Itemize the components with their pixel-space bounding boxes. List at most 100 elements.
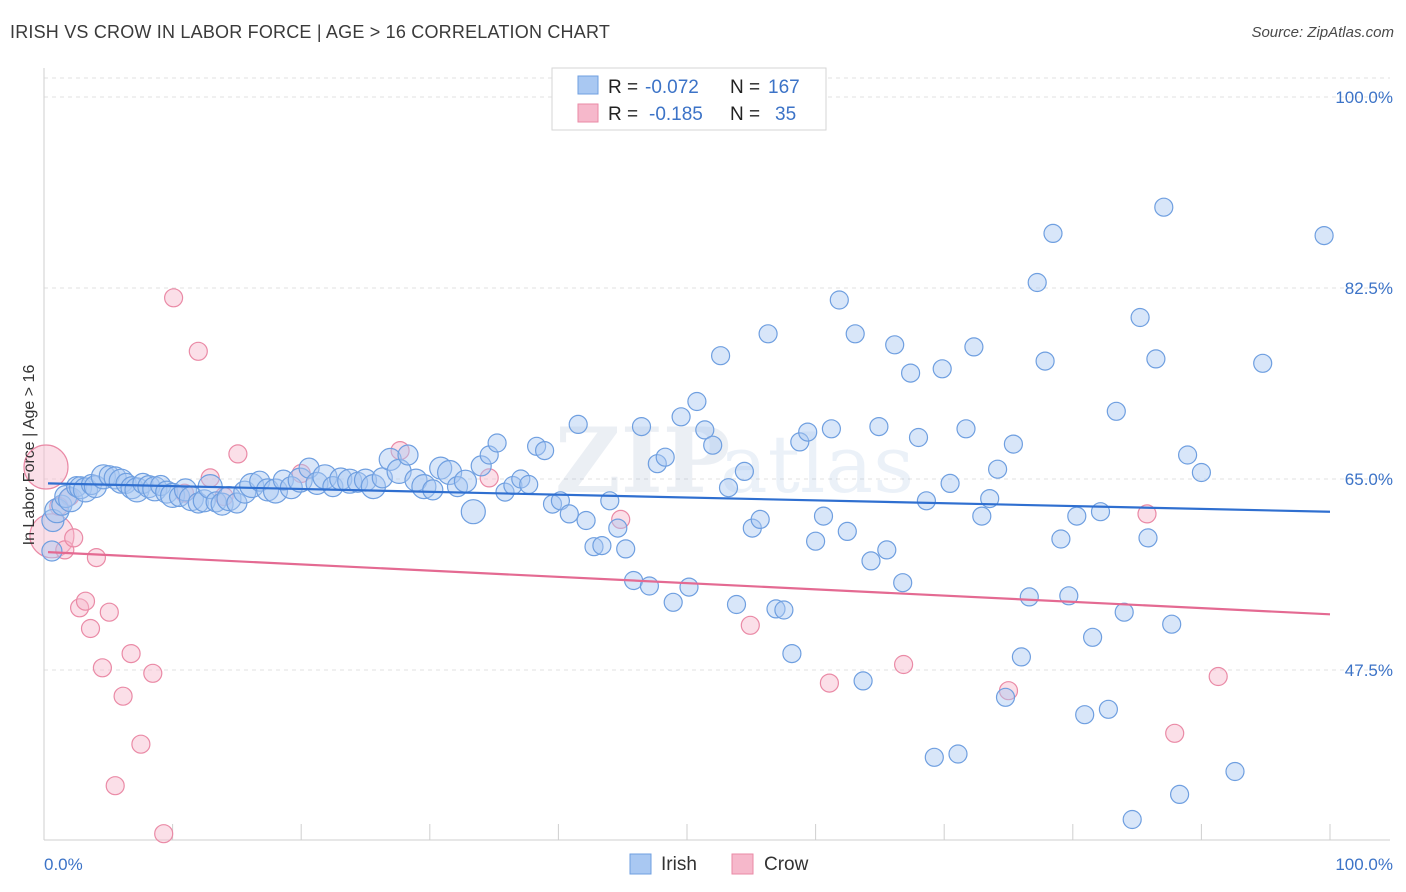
irish-point-23 <box>160 482 186 508</box>
irish-point-86 <box>655 447 675 467</box>
irish-point-155 <box>1253 353 1273 373</box>
y-tick-label-1: 65.0% <box>1345 470 1393 489</box>
irish-point-59 <box>437 459 463 486</box>
irish-point-99 <box>758 324 778 344</box>
irish-point-148 <box>1146 349 1166 369</box>
axes <box>43 68 1390 841</box>
irish-point-132 <box>1019 587 1039 607</box>
irish-point-145 <box>1122 809 1142 830</box>
crow-trend-line <box>47 551 1331 616</box>
series-legend: Irish Crow <box>629 853 809 875</box>
irish-point-110 <box>845 324 865 344</box>
crow-point-17 <box>154 824 174 844</box>
irish-point-89 <box>679 577 699 597</box>
crow-n-value: 35 <box>775 104 796 125</box>
irish-point-96 <box>734 461 755 481</box>
crow-point-32 <box>1137 504 1157 524</box>
irish-point-91 <box>695 420 715 440</box>
stats-legend: R = -0.072 N = 167 R = -0.185 N = 35 <box>551 67 827 131</box>
crow-point-23 <box>228 444 248 464</box>
irish-point-106 <box>813 506 834 526</box>
tick-labels: 47.5% 65.0% 82.5% 100.0% 0.0% 100.0% <box>44 88 1393 874</box>
trend-lines <box>47 482 1331 616</box>
irish-point-105 <box>805 531 826 551</box>
y-axis-label: In Labor Force | Age > 16 <box>21 365 38 546</box>
irish-point-76 <box>576 510 596 531</box>
irish-point-5 <box>58 487 84 513</box>
irish-point-139 <box>1075 705 1095 725</box>
irish-r-label: R = <box>608 77 638 98</box>
irish-point-88 <box>671 407 691 427</box>
irish-point-94 <box>718 478 739 498</box>
irish-point-114 <box>877 540 897 560</box>
crow-point-14 <box>121 643 141 664</box>
crow-point-7 <box>75 591 96 611</box>
irish-point-149 <box>1154 197 1174 217</box>
irish-point-58 <box>429 456 453 480</box>
crow-point-12 <box>105 776 125 796</box>
crow-point-13 <box>113 686 133 706</box>
irish-point-93 <box>710 346 731 366</box>
irish-point-71 <box>534 441 555 461</box>
irish-point-95 <box>726 594 747 615</box>
irish-point-125 <box>964 337 984 357</box>
legend-irish-swatch <box>629 853 652 875</box>
irish-point-138 <box>1067 506 1087 526</box>
irish-point-83 <box>631 417 652 437</box>
irish-point-154 <box>1225 761 1245 782</box>
irish-swatch <box>577 75 599 95</box>
crow-point-11 <box>99 602 119 622</box>
irish-point-146 <box>1130 307 1150 328</box>
crow-point-8 <box>80 618 101 639</box>
crow-point-5 <box>64 528 84 548</box>
irish-point-150 <box>1162 614 1182 634</box>
y-tick-label-3: 100.0% <box>1335 88 1393 107</box>
crow-point-30 <box>893 654 914 675</box>
irish-point-101 <box>774 600 794 620</box>
irish-point-104 <box>798 422 818 442</box>
irish-point-108 <box>829 290 849 310</box>
crow-point-10 <box>92 658 113 678</box>
chart-title: IRISH VS CROW IN LABOR FORCE | AGE > 16 … <box>10 22 611 42</box>
irish-point-66 <box>495 482 515 502</box>
irish-point-113 <box>869 417 889 437</box>
irish-point-103 <box>790 432 810 452</box>
irish-point-136 <box>1051 529 1071 549</box>
irish-point-54 <box>397 444 419 466</box>
irish-point-135 <box>1043 223 1063 243</box>
irish-point-69 <box>519 474 539 495</box>
irish-point-37 <box>256 478 280 502</box>
irish-point-2 <box>44 498 70 524</box>
crow-r-label: R = <box>608 104 638 125</box>
irish-point-128 <box>987 459 1008 479</box>
crow-point-20 <box>188 341 208 361</box>
crow-point-9 <box>86 547 107 568</box>
irish-point-62 <box>460 499 486 525</box>
irish-point-61 <box>453 469 477 493</box>
crow-point-33 <box>1165 723 1185 743</box>
irish-point-79 <box>600 491 620 511</box>
crow-point-26 <box>479 468 499 488</box>
crow-swatch <box>577 103 599 123</box>
irish-point-107 <box>821 419 842 439</box>
crow-point-28 <box>740 615 760 635</box>
crow-n-label: N = <box>730 104 760 125</box>
legend-crow-swatch <box>731 853 754 875</box>
irish-n-value: 167 <box>768 77 800 98</box>
irish-point-156 <box>1314 226 1334 246</box>
irish-point-134 <box>1035 351 1055 371</box>
irish-point-78 <box>592 535 612 556</box>
irish-point-144 <box>1114 602 1134 622</box>
crow-point-15 <box>131 734 151 754</box>
irish-point-120 <box>924 747 944 767</box>
irish-point-151 <box>1169 784 1190 805</box>
irish-trend-line <box>47 482 1331 513</box>
irish-point-117 <box>900 363 921 383</box>
legend-crow-label: Crow <box>764 854 809 875</box>
chart-source: Source: ZipAtlas.com <box>1251 24 1394 41</box>
irish-point-124 <box>956 419 976 439</box>
x-tick-label-0: 0.0% <box>44 855 83 874</box>
irish-point-77 <box>584 537 604 557</box>
irish-point-84 <box>639 576 660 596</box>
